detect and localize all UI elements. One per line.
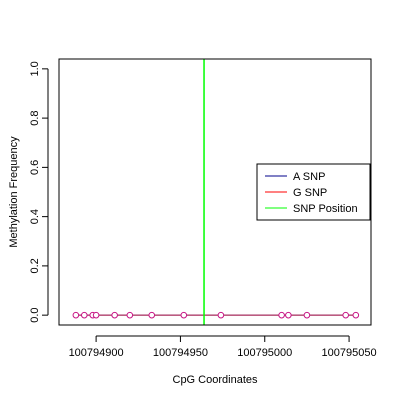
data-point xyxy=(278,311,285,319)
legend-label: SNP Position xyxy=(293,203,358,215)
data-point xyxy=(180,311,188,319)
data-point xyxy=(285,311,292,319)
data-point xyxy=(126,311,134,319)
data-point xyxy=(111,311,118,319)
data-point xyxy=(217,311,225,319)
legend-label: G SNP xyxy=(293,187,327,199)
y-tick-label: 0.6 xyxy=(29,160,41,175)
x-tick-label: 100795000 xyxy=(237,347,292,359)
y-tick-label: 1.0 xyxy=(29,61,41,76)
legend-label: A SNP xyxy=(293,171,325,183)
x-axis: 100794900 100794950 100795000 100795050 xyxy=(69,335,377,359)
x-axis-label: CpG Coordinates xyxy=(173,374,258,386)
y-axis-label: Methylation Frequency xyxy=(8,136,20,248)
y-tick-label: 0.8 xyxy=(29,110,41,125)
data-point xyxy=(92,311,100,319)
x-tick-label: 100794900 xyxy=(69,347,124,359)
y-tick-label: 0.2 xyxy=(29,258,41,273)
x-tick-label: 100795050 xyxy=(322,347,377,359)
plot-frame xyxy=(58,58,372,326)
data-point xyxy=(342,311,350,319)
data-point xyxy=(148,311,156,319)
data-point xyxy=(80,311,88,319)
y-tick-label: 0.4 xyxy=(29,209,41,224)
data-point xyxy=(72,311,80,319)
data-point xyxy=(303,311,311,319)
y-tick-label: 0.0 xyxy=(29,307,41,322)
data-point xyxy=(352,311,360,319)
legend: A SNP G SNP SNP Position xyxy=(256,163,371,221)
x-tick-label: 100794950 xyxy=(153,347,208,359)
y-axis: 0.0 0.2 0.4 0.6 0.8 1.0 xyxy=(29,61,49,323)
